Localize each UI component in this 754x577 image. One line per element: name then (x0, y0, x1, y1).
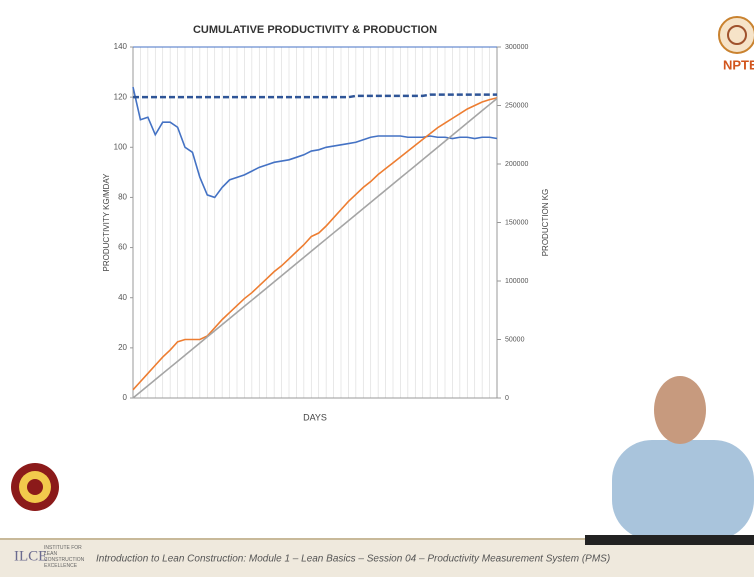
iit-logo (11, 463, 59, 511)
series-line (133, 98, 497, 390)
presenter (585, 376, 754, 545)
y-tick-label: 120 (114, 92, 128, 101)
y-tick-label: 0 (123, 393, 128, 402)
footer-caption: Introduction to Lean Construction: Modul… (96, 554, 610, 565)
y-tick-label: 140 (114, 42, 128, 51)
nptel-logo (719, 17, 754, 53)
y2-tick-label: 300000 (505, 44, 528, 51)
series-line (133, 98, 497, 398)
y2-axis-label: PRODUCTION KG (541, 189, 550, 257)
nptel-text: NPTEL (723, 57, 754, 72)
ilce-mark: ILCE (14, 548, 47, 564)
y-tick-label: 20 (118, 343, 127, 352)
y-axis-label: PRODUCTIVITY KG/MDAY (102, 173, 111, 272)
chart: NPTEL ILCE INSTITUTE FOR LEAN CONSTRUCTI… (0, 0, 754, 577)
y2-tick-label: 250000 (505, 102, 528, 109)
page: NPTEL ILCE INSTITUTE FOR LEAN CONSTRUCTI… (0, 0, 754, 577)
y2-tick-label: 50000 (505, 336, 525, 343)
y2-tick-label: 200000 (505, 161, 528, 168)
y-tick-label: 100 (114, 142, 128, 151)
institute-box: INSTITUTE FOR LEAN CONSTRUCTION EXCELLEN… (44, 545, 92, 573)
y2-tick-label: 100000 (505, 278, 528, 285)
y-tick-label: 60 (118, 243, 127, 252)
chart-title: CUMULATIVE PRODUCTIVITY & PRODUCTION (193, 24, 437, 36)
y2-tick-label: 0 (505, 395, 509, 402)
y-tick-label: 80 (118, 193, 127, 202)
x-axis-label: DAYS (303, 412, 327, 422)
institute-name: INSTITUTE FOR LEAN CONSTRUCTION EXCELLEN… (44, 545, 92, 569)
series-line (133, 95, 497, 98)
y-tick-label: 40 (118, 293, 127, 302)
series-line (133, 87, 497, 197)
y2-tick-label: 150000 (505, 219, 528, 226)
